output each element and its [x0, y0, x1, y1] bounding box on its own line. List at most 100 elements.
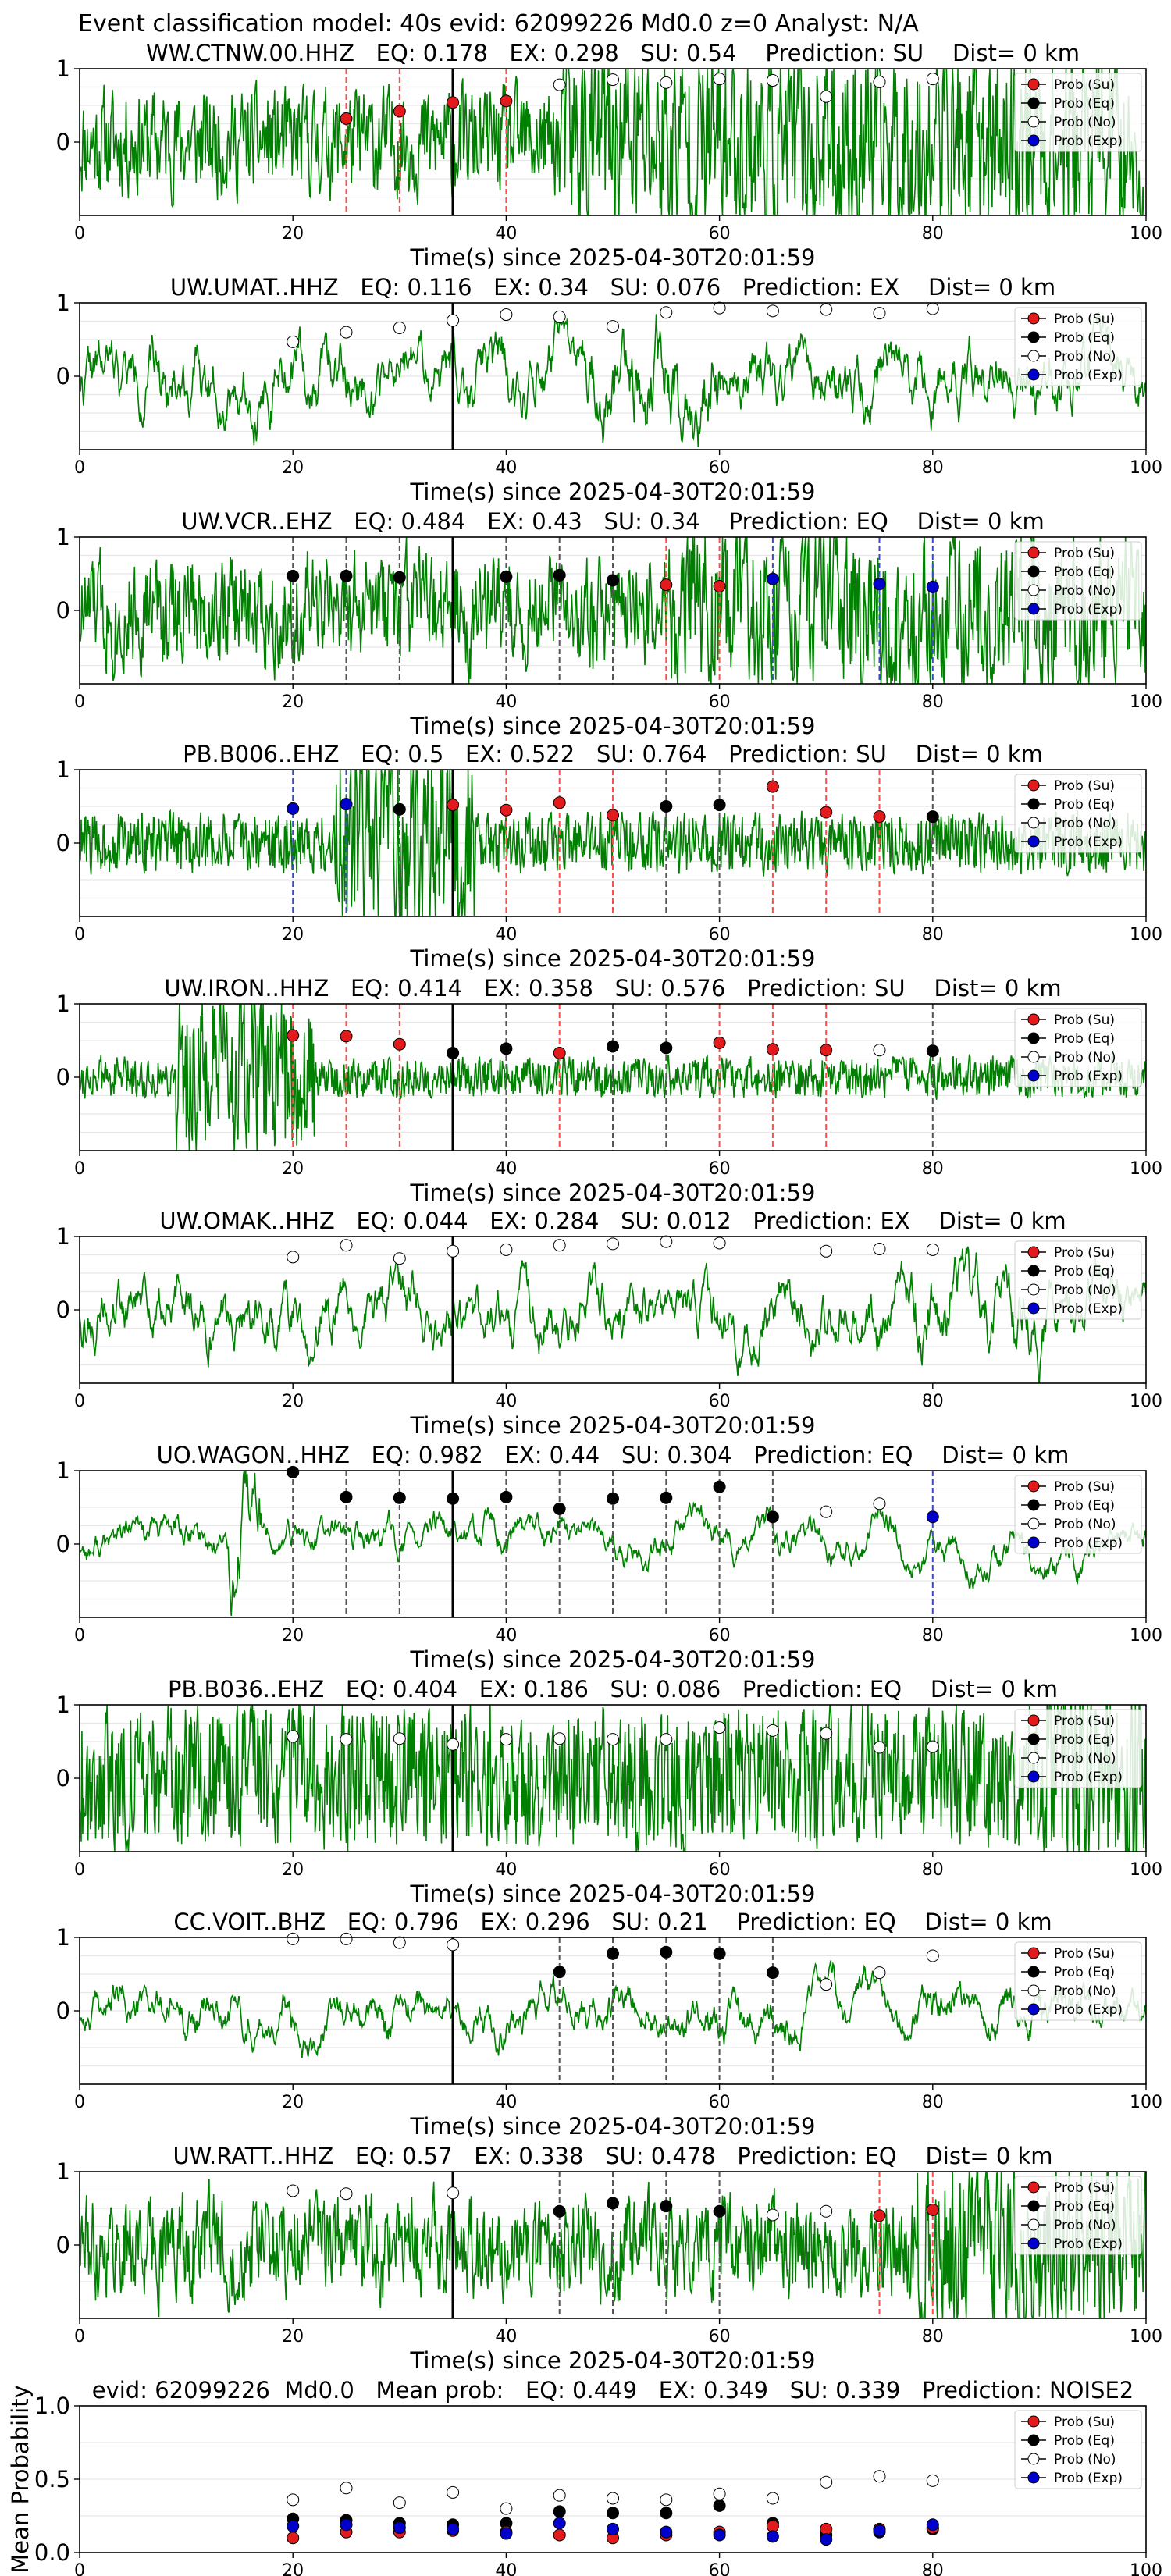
plot-area: [80, 770, 1146, 916]
prob-point-eq: [660, 1041, 673, 1055]
panel-title: UW.RATT..HHZ EQ: 0.57 EX: 0.338 SU: 0.47…: [173, 2143, 1052, 2169]
prob-point-su: [287, 1029, 300, 1042]
x-tick-label: 60: [709, 458, 731, 478]
legend-frame: [1014, 2410, 1142, 2489]
legend-label: Prob (No): [1054, 2452, 1116, 2467]
legend-marker-eq: [1027, 331, 1040, 343]
prob-point-no: [393, 1252, 406, 1265]
prob-point-no: [393, 1732, 406, 1745]
legend-frame: [1014, 2176, 1142, 2255]
legend-label: Prob (No): [1054, 1517, 1116, 1532]
prob-point-no: [766, 1724, 779, 1737]
x-tick-label: 60: [709, 1626, 731, 1646]
prob-point-no: [553, 310, 566, 323]
prob-point-no: [766, 304, 779, 318]
y-axis-label: Mean Probability: [7, 2385, 34, 2574]
x-tick-label: 20: [282, 2327, 304, 2347]
prob-point-eq: [553, 568, 566, 582]
x-tick-label: 20: [282, 1159, 304, 1179]
prob-point-no: [873, 1966, 886, 1980]
x-tick-label: 40: [495, 1860, 517, 1880]
x-tick-label: 100: [1130, 2093, 1162, 2112]
prob-point-no: [447, 1244, 460, 1258]
legend-marker-su: [1027, 546, 1040, 559]
x-axis-label: Time(s) since 2025-04-30T20:01:59: [410, 1179, 816, 1206]
legend-marker-eq: [1027, 1499, 1040, 1511]
plot-area: [80, 1236, 1146, 1383]
legend-label: Prob (Exp): [1054, 2471, 1123, 2486]
panel-11: 0 20 40 60 80 100 1.0 0.5 0.0 evid: 62099226 Md0.…: [7, 2377, 1162, 2576]
legend-marker-su: [1027, 2181, 1040, 2194]
legend-label: Prob (No): [1054, 1984, 1116, 1999]
x-axis-label: Time(s) since 2025-04-30T20:01:59: [410, 244, 816, 271]
x-axis-label: Time(s) since 2025-04-30T20:01:59: [410, 1412, 816, 1439]
x-tick-label: 0: [74, 1392, 85, 1411]
x-tick-label: 40: [495, 2093, 517, 2112]
legend-marker-no: [1027, 1051, 1040, 1063]
x-tick-label: 80: [922, 692, 944, 712]
panel-1: 0 20 40 60 80 100 1 0 WW.CTNW.00.HHZ EQ: 0.178 E…: [56, 40, 1162, 271]
legend-frame: [1014, 541, 1142, 621]
legend-marker-eq: [1027, 2434, 1040, 2446]
y-tick-label: 0: [56, 1297, 70, 1323]
y-tick-label: 0: [56, 1064, 70, 1091]
prob-point-exp: [926, 1510, 939, 1524]
legend-marker-exp: [1027, 1536, 1040, 1549]
legend-marker-su: [1027, 1947, 1040, 1959]
prob-point-eq: [607, 2507, 619, 2520]
prob-point-eq: [553, 1502, 566, 1515]
prob-point-su: [447, 799, 460, 812]
y-tick-label: 1.0: [34, 2393, 70, 2419]
x-tick-label: 100: [1130, 1626, 1162, 1646]
legend-marker-su: [1027, 779, 1040, 792]
prob-point-no: [873, 1741, 886, 1754]
legend-marker-no: [1027, 1517, 1040, 1530]
prob-point-su: [660, 578, 673, 592]
panel-title: PB.B006..EHZ EQ: 0.5 EX: 0.522 SU: 0.764…: [183, 741, 1043, 767]
figure-title: Event classification model: 40s evid: 62…: [78, 10, 919, 37]
prob-point-no: [553, 78, 566, 91]
prob-point-no: [660, 2493, 673, 2507]
panel-10: 0 20 40 60 80 100 1 0 UW.RATT..HHZ EQ: 0.57 EX: …: [56, 2143, 1162, 2374]
legend-label: Prob (Su): [1054, 1245, 1115, 1261]
prob-point-su: [607, 809, 619, 822]
plot-area: [80, 1471, 1146, 1617]
legend-label: Prob (Exp): [1054, 834, 1123, 850]
panel-4: 0 20 40 60 80 100 1 0 PB.B006..EHZ EQ: 0.5 EX: 0…: [56, 741, 1162, 972]
x-tick-label: 60: [709, 2561, 731, 2576]
legend-frame: [1014, 1941, 1142, 2021]
x-tick-label: 60: [709, 224, 731, 244]
prob-point-no: [340, 2482, 353, 2495]
prob-point-su: [500, 94, 513, 108]
prob-point-no: [447, 2186, 460, 2200]
legend-label: Prob (Eq): [1054, 1498, 1115, 1514]
legend-marker-eq: [1027, 1733, 1040, 1745]
prob-point-no: [926, 1243, 939, 1256]
legend-label: Prob (No): [1054, 2218, 1116, 2233]
prob-point-no: [873, 2470, 886, 2483]
panel-8: 0 20 40 60 80 100 1 0 PB.B036..EHZ EQ: 0.404 EX:…: [56, 1676, 1162, 1907]
prob-point-no: [500, 308, 513, 322]
legend: Prob (Su) Prob (Eq) Prob (No) Prob (Exp): [1014, 1475, 1142, 1554]
prob-point-su: [500, 803, 513, 817]
legend-label: Prob (Exp): [1054, 1301, 1123, 1317]
x-tick-label: 0: [74, 925, 85, 945]
panel-3: 0 20 40 60 80 100 1 0 UW.VCR..EHZ EQ: 0.484 EX: …: [56, 508, 1162, 739]
prob-point-no: [340, 2187, 353, 2201]
plot-area: [80, 1004, 1146, 1151]
legend-label: Prob (Eq): [1054, 330, 1115, 346]
x-tick-label: 40: [495, 224, 517, 244]
prob-point-no: [287, 1730, 300, 1743]
legend-marker-no: [1027, 1283, 1040, 1296]
prob-point-eq: [393, 571, 406, 584]
x-tick-label: 40: [495, 2327, 517, 2347]
prob-point-no: [713, 301, 726, 315]
y-tick-label: 1: [56, 1457, 70, 1484]
x-tick-label: 100: [1130, 2561, 1162, 2576]
prob-point-eq: [766, 1510, 779, 1524]
x-tick-label: 0: [74, 1860, 85, 1880]
legend-marker-exp: [1027, 835, 1040, 848]
prob-point-eq: [553, 2505, 566, 2518]
y-tick-label: 1: [56, 290, 70, 316]
x-tick-label: 0: [74, 692, 85, 712]
